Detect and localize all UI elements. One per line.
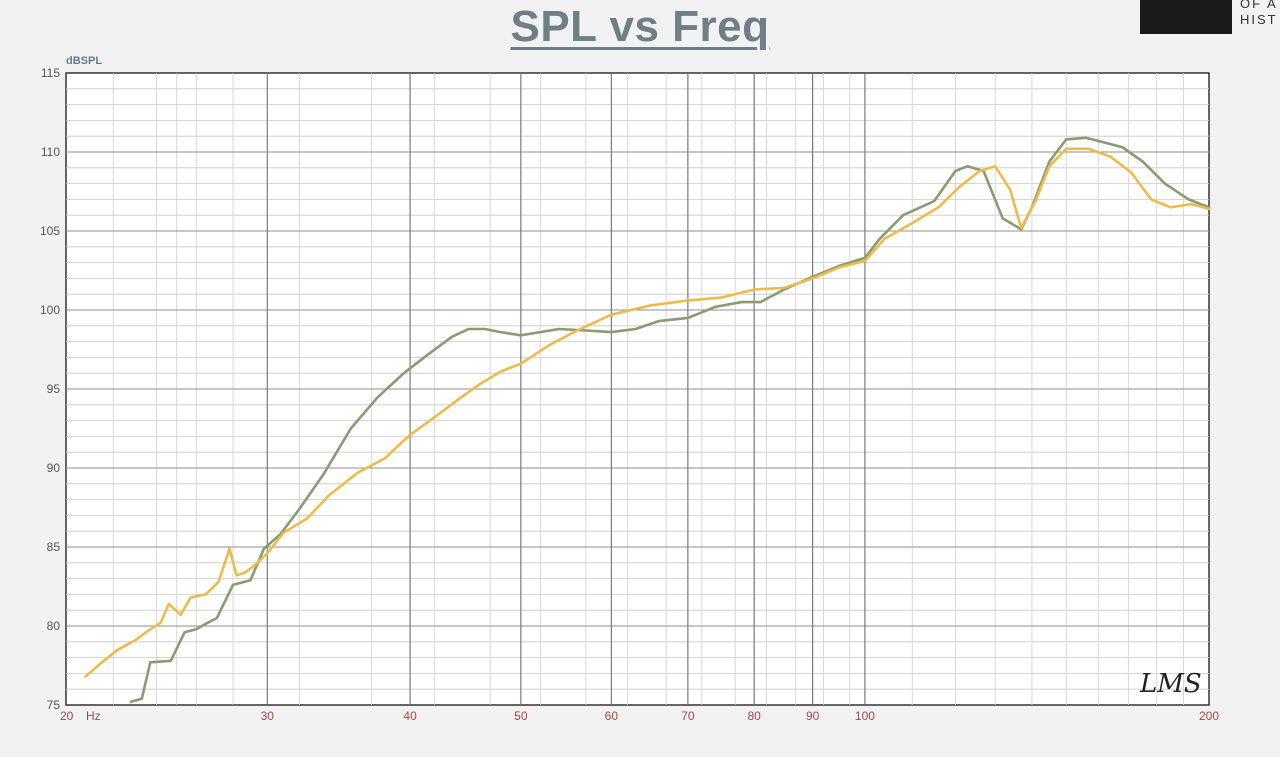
x-tick-label: 90 (806, 709, 820, 723)
y-tick-label: 85 (47, 540, 61, 554)
y-tick-label: 75 (47, 698, 61, 712)
x-tick-label: 70 (681, 709, 695, 723)
y-axis-unit-label: dBSPL (66, 55, 102, 67)
x-tick-label: 30 (261, 709, 275, 723)
x-tick-label: 60 (605, 709, 619, 723)
x-tick-label: 40 (403, 709, 417, 723)
brand-logo-text: OF A HIST (1240, 0, 1278, 27)
tick-labels: 75 80 85 90 95 100 105 110 115 20 30 40 50 60 70 80 90 10… (40, 66, 1219, 723)
y-tick-label: 95 (47, 382, 61, 396)
series-layer (84, 136, 1211, 704)
grid-major (66, 73, 1209, 705)
lms-watermark: LMS (1139, 669, 1202, 699)
x-axis-unit-label: Hz (86, 709, 101, 723)
brand-logo (1140, 0, 1232, 34)
y-tick-label: 80 (47, 619, 61, 633)
y-tick-label: 90 (47, 461, 61, 475)
x-tick-label: 100 (855, 709, 875, 723)
x-tick-label: 200 (1199, 709, 1219, 723)
x-tick-label: 80 (747, 709, 761, 723)
chart-title: SPL vs Freq (510, 2, 770, 51)
y-tick-label: 100 (40, 303, 60, 317)
y-tick-label: 105 (40, 224, 60, 238)
y-tick-label: 110 (41, 145, 60, 159)
series-line-2 (84, 147, 1211, 678)
x-tick-label: 20 (60, 709, 74, 723)
y-tick-label: 115 (41, 66, 60, 80)
x-tick-label: 50 (514, 709, 528, 723)
